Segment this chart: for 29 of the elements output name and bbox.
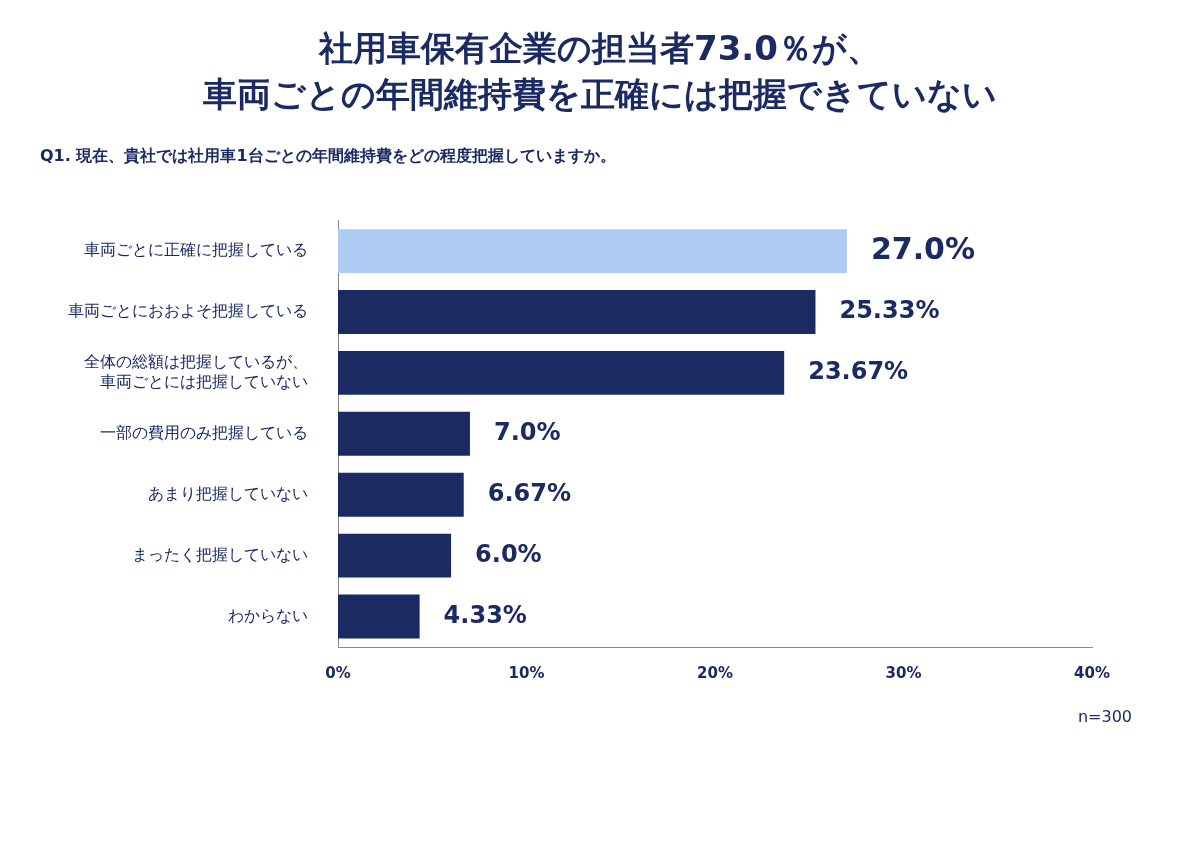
data-label: 6.67% bbox=[487, 478, 571, 507]
chart-title: 社用車保有企業の担当者73.0％が、車両ごとの年間維持費を正確には把握できていない bbox=[202, 27, 998, 116]
x-tick-label: 30% bbox=[885, 663, 922, 682]
data-label: 7.0% bbox=[493, 417, 561, 446]
chart-subtitle: Q1. 現在、貴社では社用車1台ごとの年間維持費をどの程度把握していますか。 bbox=[40, 145, 617, 167]
x-tick-label: 0% bbox=[325, 663, 351, 682]
data-label: 6.0% bbox=[475, 539, 542, 568]
text: n=300 bbox=[1076, 706, 1132, 726]
data-label: 23.67% bbox=[808, 356, 909, 385]
bar bbox=[338, 350, 785, 395]
bar bbox=[338, 594, 420, 639]
y-tick-label: まったく把握していない bbox=[132, 544, 308, 564]
data-label: 27.0% bbox=[870, 230, 976, 266]
x-tick-label: 20% bbox=[697, 663, 733, 682]
y-tick-label: 一部の費用のみ把握している bbox=[100, 422, 308, 442]
bar bbox=[338, 533, 452, 578]
y-tick-label: 全体の総額は把握しているが、車両ごとには把握していない bbox=[84, 352, 308, 391]
bar bbox=[338, 289, 816, 334]
bar bbox=[338, 411, 470, 456]
x-tick-label: 40% bbox=[1074, 663, 1110, 682]
x-tick-label: 10% bbox=[508, 663, 545, 682]
y-tick-label: 車両ごとにおおよそ把握している bbox=[68, 300, 308, 320]
y-tick-label: あまり把握していない bbox=[148, 483, 308, 503]
bar bbox=[338, 472, 464, 517]
bar bbox=[338, 228, 847, 273]
y-tick-label: わからない bbox=[228, 605, 308, 625]
y-tick-label: 車両ごとに正確に把握している bbox=[84, 239, 308, 259]
data-label: 4.33% bbox=[443, 600, 527, 629]
data-label: 25.33% bbox=[839, 295, 940, 324]
